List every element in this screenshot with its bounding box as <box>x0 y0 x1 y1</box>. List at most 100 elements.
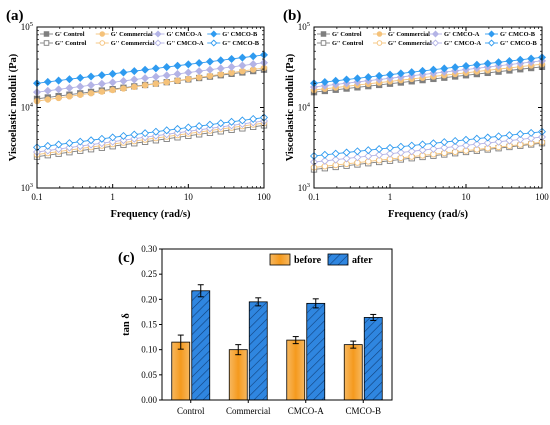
legend-item: G' CMCO-B <box>485 30 536 38</box>
data-point <box>162 63 171 72</box>
data-point <box>43 86 52 95</box>
legend-swatch-before <box>269 253 291 266</box>
data-point <box>494 58 503 67</box>
legend-label: G' Commercial <box>388 31 430 38</box>
series-line <box>36 54 265 84</box>
data-point <box>195 67 204 76</box>
data-point <box>141 82 149 89</box>
data-point <box>54 85 63 94</box>
data-point <box>97 139 106 148</box>
data-point <box>65 75 74 84</box>
data-point <box>396 148 405 157</box>
data-point <box>195 122 204 131</box>
data-point <box>97 71 106 80</box>
panel-b-plot: 0.1 1 10 100 103 104 105 Frequency (rad/s) Visco… <box>285 21 549 220</box>
data-point <box>87 72 96 81</box>
x-tick-label: 0.1 <box>308 192 319 202</box>
legend-item: G'' Control <box>40 40 87 47</box>
data-point <box>342 154 351 163</box>
series-line <box>36 120 265 153</box>
series-line <box>36 124 265 158</box>
data-point <box>54 145 63 154</box>
data-point <box>472 134 481 143</box>
legend-label: G'' CMCO-A <box>167 40 204 47</box>
data-point <box>185 75 192 83</box>
series-line <box>36 122 265 156</box>
data-point <box>205 65 214 74</box>
data-point <box>249 60 258 69</box>
data-point <box>429 139 438 148</box>
legend-item: G'' Control <box>317 40 364 47</box>
data-point <box>141 65 150 74</box>
data-point <box>461 135 471 144</box>
panel-c-plot: Control Commercial CMCO-A CMCO-B 0.00 0.05 0.1… <box>121 244 393 416</box>
data-point <box>97 79 106 88</box>
data-point <box>375 71 384 80</box>
legend-label: G'' CMCO-A <box>444 40 481 47</box>
legend-label: G' CMCO-B <box>500 31 536 38</box>
data-point <box>429 144 438 153</box>
data-point <box>195 59 204 68</box>
data-point <box>206 72 214 79</box>
legend-item: G'' CMCO-A <box>429 39 481 47</box>
series-line <box>313 60 543 88</box>
legend-marker <box>210 30 218 38</box>
data-point <box>130 75 139 84</box>
data-point <box>205 57 214 66</box>
data-point <box>184 68 193 77</box>
data-point <box>119 136 128 145</box>
legend-label-after: after <box>352 255 373 266</box>
legend-marker <box>99 40 105 46</box>
data-point <box>527 134 536 143</box>
series-g-cmco-a <box>309 132 547 167</box>
x-axis-label: Frequency (rad/s) <box>388 209 469 220</box>
y-tick-label: 0.30 <box>141 244 157 254</box>
bar-after <box>363 317 383 401</box>
data-point <box>249 52 258 61</box>
data-point <box>440 64 449 73</box>
data-point <box>76 73 85 82</box>
panel-a-plot: 0.1 1 10 100 103 104 105 Frequency (rad/s) Visco… <box>8 21 271 220</box>
data-point <box>375 145 384 154</box>
series-g-commercial <box>310 139 546 171</box>
data-point <box>151 131 160 140</box>
legend-item: G' Control <box>317 31 362 38</box>
legend-marker <box>43 40 50 46</box>
legend-marker <box>210 39 218 47</box>
data-point <box>65 139 74 148</box>
data-point <box>375 150 384 159</box>
data-point <box>173 124 182 133</box>
data-point <box>418 140 427 149</box>
legend-item: G'' Commercial <box>373 40 432 47</box>
series-g-commercial <box>33 64 268 105</box>
legend-marker <box>376 40 383 46</box>
data-point <box>54 76 63 85</box>
data-point <box>76 82 85 91</box>
data-point <box>451 136 460 145</box>
legend-marker <box>43 31 50 37</box>
y-tick-label: 105 <box>298 21 310 32</box>
bar-before <box>286 339 306 401</box>
legend-item: G' CMCO-A <box>429 30 480 38</box>
x-tick-label: 1 <box>388 192 393 202</box>
panel-a: (a) 0.1 1 10 100 103 104 105 Frequency (rad/s) V… <box>6 8 271 220</box>
data-point <box>195 74 203 81</box>
legend-label: G'' CMCO-B <box>222 40 259 47</box>
series-line <box>313 136 543 163</box>
panel-c: (c) Control Commercial CMCO-A CMCO-B 0.00 0.0… <box>118 244 393 416</box>
data-point <box>87 81 96 90</box>
legend-marker <box>99 31 105 37</box>
data-point <box>429 65 438 74</box>
data-point <box>353 74 362 83</box>
data-point <box>216 56 225 65</box>
legend-label: G' Control <box>55 31 85 38</box>
series-g-cmco-b <box>309 127 547 160</box>
data-point <box>407 147 416 156</box>
data-point <box>483 138 492 147</box>
x-tick-label: 100 <box>535 192 549 202</box>
data-point <box>108 78 117 87</box>
series-line <box>313 66 543 93</box>
data-point <box>109 86 116 94</box>
data-point <box>76 142 85 151</box>
data-point <box>174 77 181 84</box>
